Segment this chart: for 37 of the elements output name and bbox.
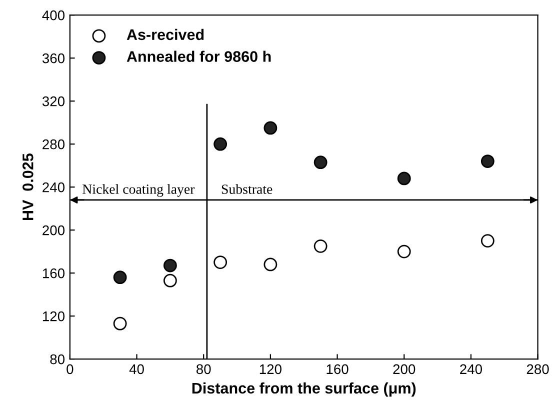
point: [397, 172, 411, 186]
x-tick-label: 240: [460, 364, 482, 374]
x-tick-label: 40: [129, 364, 144, 374]
legend-label: Annealed for 9860 h: [126, 50, 271, 62]
y-tick-label: 160: [42, 268, 65, 278]
x-tick-label: 0: [66, 364, 74, 374]
legend-label: As-recived: [126, 28, 204, 40]
y-tick-label: 280: [42, 139, 65, 150]
y-tick-label: 120: [42, 311, 65, 322]
y-tick-label: 200: [42, 225, 65, 236]
point: [214, 256, 228, 270]
annotation: Nickel coating layer: [82, 184, 195, 197]
y-tick-label: 400: [42, 10, 65, 20]
x-tick-label: 200: [393, 364, 416, 374]
point: [113, 316, 127, 330]
x-axis-title: Distance from the surface (μm): [192, 382, 416, 397]
point: [397, 244, 411, 258]
x-tick-label: 280: [526, 364, 549, 374]
y-tick-label: 240: [42, 182, 65, 192]
point: [480, 234, 494, 248]
y-axis-title: HV 0.025: [22, 154, 34, 220]
point: [214, 137, 228, 151]
y-tick-label: 360: [42, 53, 65, 64]
x-tick-label: 160: [326, 364, 348, 374]
annotation: Substrate: [222, 184, 272, 194]
y-tick-label: 80: [50, 354, 65, 364]
point: [264, 258, 278, 272]
point: [113, 270, 127, 284]
point: [314, 156, 328, 170]
point: [314, 239, 328, 253]
point: [163, 258, 177, 272]
x-tick-label: 120: [260, 364, 282, 374]
point: [480, 154, 494, 168]
x-tick-label: 80: [196, 364, 211, 374]
point: [264, 121, 278, 135]
point: [163, 274, 177, 288]
y-tick-label: 320: [42, 96, 65, 106]
